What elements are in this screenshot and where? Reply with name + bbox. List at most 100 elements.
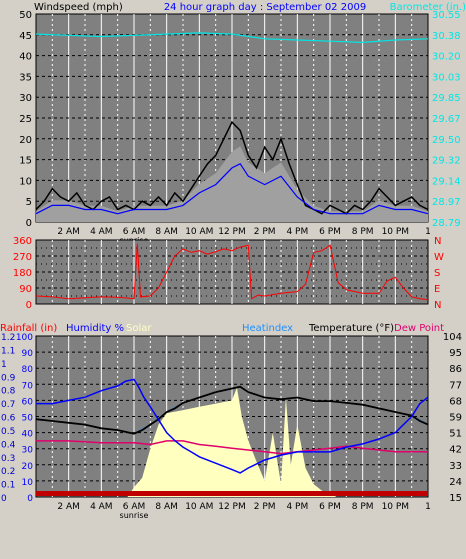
temperature-tick-label: 51 (449, 429, 462, 440)
temperature-tick-label: 42 (449, 445, 462, 456)
temperature-line (35, 385, 429, 435)
time-tick-label: 1 (425, 502, 431, 512)
temperature-tick-label: 104 (443, 332, 462, 343)
barometer-tick-label: 29.67 (432, 114, 461, 125)
time-tick-label: 6 AM (123, 502, 146, 512)
heatindex-legend: Heatindex (242, 323, 293, 334)
windspeed-tick-label: 40 (19, 52, 32, 63)
compass-label: N (434, 236, 441, 247)
time-tick-label: 4 AM (90, 502, 113, 512)
time-tick-label: 10 AM (185, 227, 213, 237)
time-tick-label: 4 PM (286, 502, 308, 512)
time-tick-label: 12 PM (218, 227, 246, 237)
rainfall-tick-label: 0.8 (1, 387, 16, 397)
barometer-tick-label: 30.03 (432, 72, 461, 83)
barometer-tick-label: 29.32 (432, 156, 461, 167)
temperature-tick-label: 59 (449, 413, 462, 424)
temperature-tick-label: 86 (449, 364, 462, 375)
time-tick-label: 12 PM (218, 502, 246, 512)
temperature-tick-label: 24 (449, 477, 462, 488)
windspeed-tick-label: 25 (19, 114, 32, 125)
windspeed-line (35, 120, 429, 215)
barometer-tick-label: 30.38 (432, 31, 461, 42)
compass-label: W (434, 252, 444, 263)
windspeed-tick-label: 35 (19, 72, 32, 83)
humidity-tick-label: 30 (22, 446, 34, 456)
temperature-tick-label: 33 (449, 461, 462, 472)
temperature-tick-label: 15 (449, 493, 462, 504)
time-tick-label: 2 PM (254, 502, 276, 512)
barometer-line (35, 32, 429, 44)
windspeed-tick-label: 50 (19, 10, 32, 21)
humidity-tick-label: 10 (22, 478, 34, 488)
time-tick-label: 2 PM (254, 227, 276, 237)
temperature-tick-label: 68 (449, 396, 462, 407)
humidity-tick-label: 80 (22, 365, 34, 375)
windspeed-tick-label: 10 (19, 176, 32, 187)
time-tick-label: 8 AM (155, 502, 178, 512)
time-tick-label: 8 PM (352, 227, 374, 237)
windspeed-tick-label: 45 (19, 31, 32, 42)
time-tick-label: 2 AM (57, 227, 80, 237)
barometer-tick-label: 29.85 (432, 93, 461, 104)
direction-tick-label: 270 (13, 252, 32, 263)
rainfall-tick-label: 0.9 (1, 373, 16, 383)
rainfall-tick-label: 1 (1, 360, 7, 370)
time-tick-label: 4 AM (90, 227, 113, 237)
time-tick-label: 1 (425, 227, 431, 237)
windspeed-tick-label: 15 (19, 156, 32, 167)
compass-label: N (434, 300, 441, 311)
time-tick-label: 8 AM (155, 227, 178, 237)
windspeed-tick-label: 5 (26, 197, 32, 208)
windspeed-tick-label: 20 (19, 135, 32, 146)
direction-tick-label: 180 (13, 268, 32, 279)
rainfall-tick-label: 1.2 (1, 333, 15, 343)
wind-gust-area (36, 146, 428, 222)
time-tick-label: 10 PM (382, 227, 410, 237)
time-tick-label: 10 AM (185, 502, 213, 512)
time-tick-label: 6 PM (319, 502, 341, 512)
humidity-tick-label: 0 (27, 494, 33, 504)
sunrise-label: sunrise (120, 511, 149, 520)
wind-average-line (35, 163, 429, 215)
windspeed-axis-title: Windspeed (mph) (34, 2, 123, 13)
rainfall-tick-label: 0.1 (1, 481, 15, 491)
temperature-tick-label: 77 (449, 380, 462, 391)
direction-tick-label: 0 (26, 300, 32, 311)
rainfall-legend: Rainfall (in) (0, 323, 57, 334)
barometer-tick-label: 28.97 (432, 197, 461, 208)
time-tick-label: 2 AM (57, 502, 80, 512)
time-tick-label: 4 PM (286, 227, 308, 237)
humidity-tick-label: 20 (22, 462, 34, 472)
temperature-tick-label: 95 (449, 348, 462, 359)
rainfall-tick-label: 0.3 (1, 454, 15, 464)
rainfall-bar (36, 491, 428, 496)
rainfall-tick-label: 1.1 (1, 346, 15, 356)
direction-tick-label: 90 (19, 284, 32, 295)
chart-title: 24 hour graph day : September 02 2009 (164, 2, 366, 13)
temperature-legend: Temperature (°F) (308, 323, 394, 334)
barometer-tick-label: 30.20 (432, 52, 461, 63)
rainfall-tick-label: 0.5 (1, 427, 15, 437)
barometer-tick-label: 29.14 (432, 176, 461, 187)
rainfall-tick-label: 0.4 (1, 440, 16, 450)
dewpoint-legend: Dew Point (394, 323, 444, 334)
humidity-line (36, 378, 429, 474)
compass-label: S (434, 268, 440, 279)
time-tick-label: 6 PM (319, 227, 341, 237)
humidity-tick-label: 40 (22, 430, 34, 440)
humidity-tick-label: 100 (16, 333, 33, 343)
windspeed-tick-label: 0 (26, 218, 32, 229)
dewpoint-line (36, 440, 428, 455)
windspeed-tick-label: 30 (19, 93, 32, 104)
rainfall-tick-label: 0.2 (1, 467, 15, 477)
humidity-legend: Humidity % (66, 323, 124, 334)
time-tick-label: 8 PM (352, 502, 374, 512)
solar-area (127, 387, 337, 497)
compass-label: E (434, 284, 440, 295)
barometer-axis-title: Barometer (in.) (390, 2, 466, 13)
wind-direction-line (35, 243, 429, 301)
humidity-tick-label: 70 (22, 381, 34, 391)
